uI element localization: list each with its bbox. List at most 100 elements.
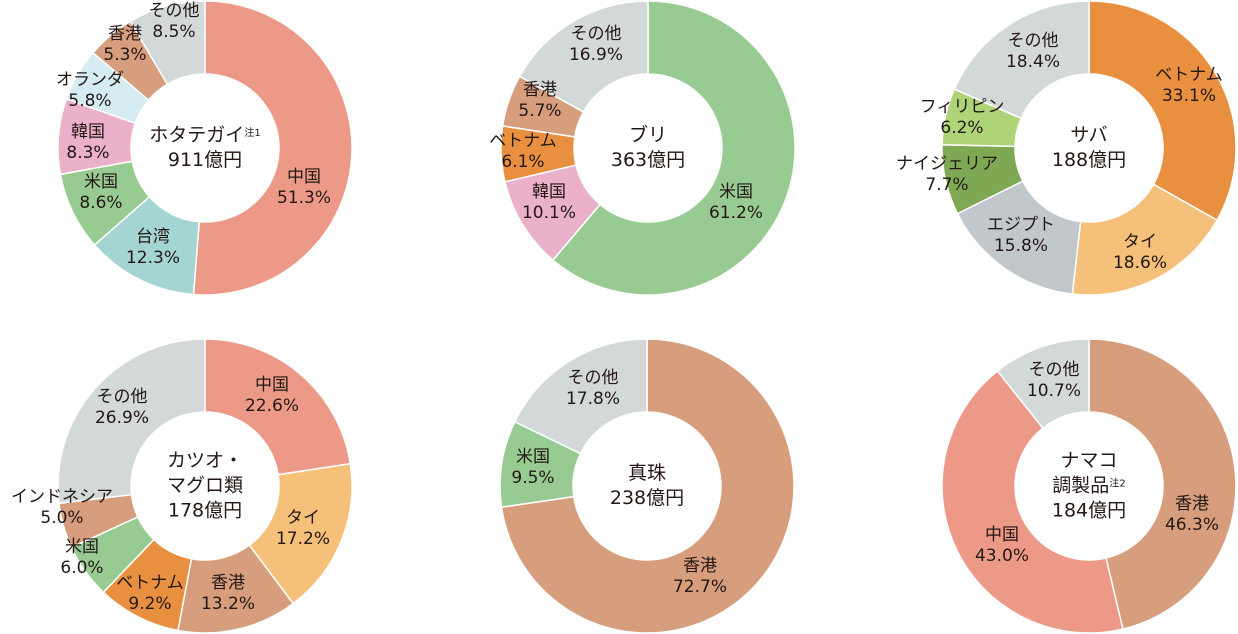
slice-label: ベトナム 33.1%	[1155, 65, 1223, 107]
slice-label-percent: 6.1%	[501, 152, 545, 172]
slice-label: その他 10.7%	[1027, 360, 1081, 402]
slice-label-percent: 61.2%	[708, 203, 764, 223]
donut-center-label: ホタテガイ注1 911億円	[149, 123, 260, 173]
donut-total: 363億円	[610, 149, 686, 171]
donut-chart-3	[941, 0, 1237, 296]
slice-label-percent: 18.4%	[1005, 52, 1061, 72]
slice-label-name: その他	[567, 368, 619, 388]
slice-label: 米国 6.0%	[60, 537, 103, 579]
slice-label: 香港 46.3%	[1165, 494, 1219, 536]
slice-label-percent: 6.0%	[60, 558, 104, 578]
slice-label: 香港 5.7%	[518, 80, 561, 122]
slice-label-percent: 8.6%	[79, 193, 123, 213]
donut-slice	[551, 0, 796, 296]
slice-label: その他 16.9%	[569, 24, 623, 66]
donut-total: 184億円	[1051, 499, 1127, 522]
donut-center-label: ブリ 363億円	[611, 123, 685, 173]
slice-label-percent: 9.2%	[128, 594, 172, 614]
slice-label: 米国 61.2%	[709, 182, 763, 224]
slice-label-name: 香港	[522, 80, 557, 100]
slice-label: 韓国 8.3%	[66, 122, 109, 164]
slice-label-name: インドネシア	[11, 487, 113, 507]
slice-label: タイ 18.6%	[1113, 232, 1167, 274]
slice-label: 韓国 10.1%	[522, 182, 576, 224]
slice-label-name: タイ	[285, 508, 320, 528]
slice-label-name: ベトナム	[1155, 65, 1223, 85]
slice-label-percent: 8.5%	[152, 22, 196, 42]
slice-label: その他 8.5%	[149, 1, 200, 43]
donut-slice	[1071, 183, 1219, 296]
slice-label-percent: 46.3%	[1164, 515, 1220, 535]
slice-label-name: エジプト	[987, 215, 1055, 235]
slice-label-name: その他	[148, 1, 200, 21]
donut-title: ブリ	[628, 124, 668, 146]
slice-label-name: 香港	[682, 556, 717, 576]
slice-label-percent: 8.3%	[66, 143, 110, 163]
donut-slice	[1088, 0, 1237, 222]
slice-label-percent: 9.5%	[511, 468, 555, 488]
donut-slice	[129, 0, 206, 86]
slice-label-name: 韓国	[531, 182, 566, 202]
donut-title: カツオ・	[166, 449, 244, 472]
slice-label-name: ベトナム	[489, 131, 557, 151]
slice-label: 中国 51.3%	[277, 167, 331, 209]
slice-label: エジプト 15.8%	[987, 215, 1055, 257]
donut-slice	[518, 0, 649, 113]
donut-slice	[513, 338, 648, 455]
slice-label-percent: 7.7%	[925, 175, 969, 195]
slice-label: 香港 13.2%	[201, 573, 255, 615]
donut-title: 調製品注2	[1052, 474, 1126, 497]
donut-total: 238億円	[609, 487, 685, 509]
slice-label-percent: 17.2%	[275, 529, 331, 549]
donut-title: 真珠	[627, 462, 667, 484]
slice-label-name: その他	[96, 387, 148, 407]
slice-label: その他 17.8%	[566, 368, 620, 410]
slice-label-percent: 51.3%	[276, 188, 332, 208]
slice-label: ベトナム 6.1%	[489, 131, 557, 173]
slice-label-name: フィリピン	[919, 97, 1005, 117]
slice-label-name: その他	[1028, 360, 1080, 380]
slice-label-name: 香港	[210, 573, 245, 593]
slice-label: ナイジェリア 7.7%	[896, 154, 998, 196]
donut-slice	[192, 0, 353, 296]
slice-label-percent: 13.2%	[200, 594, 256, 614]
slice-label-percent: 22.6%	[244, 396, 300, 416]
donut-total: 188億円	[1051, 149, 1127, 171]
slice-label: 香港 5.3%	[103, 24, 146, 66]
slice-label: 中国 43.0%	[975, 525, 1029, 567]
donut-title: ホタテガイ注1	[149, 124, 261, 146]
donut-slice	[953, 0, 1090, 120]
slice-label-name: オランダ	[56, 70, 124, 90]
slice-label-name: 米国	[83, 172, 118, 192]
slice-label-name: 米国	[718, 182, 753, 202]
slice-label: 台湾 12.3%	[126, 227, 180, 269]
slice-label-percent: 10.1%	[521, 203, 577, 223]
slice-label-percent: 5.8%	[68, 91, 112, 111]
slice-label-percent: 16.9%	[568, 45, 624, 65]
slice-label-name: 韓国	[70, 122, 105, 142]
donut-total: 178億円	[167, 499, 243, 522]
slice-label-percent: 33.1%	[1161, 86, 1216, 106]
slice-label-percent: 26.9%	[94, 408, 150, 428]
slice-label: フィリピン 6.2%	[920, 97, 1005, 139]
donut-slice	[996, 338, 1090, 430]
donut-center-label: ナマコ 調製品注2 184億円	[1052, 449, 1126, 524]
donut-chart-6	[941, 338, 1237, 634]
slice-label-name: 台湾	[135, 227, 170, 247]
footnote-marker: 注2	[1109, 478, 1126, 490]
slice-label: 米国 8.6%	[79, 172, 122, 214]
slice-label-percent: 43.0%	[974, 546, 1030, 566]
slice-label: 香港 72.7%	[673, 556, 727, 598]
donut-slice	[57, 338, 206, 505]
donut-total: 911億円	[167, 149, 243, 171]
slice-label-name: その他	[1007, 31, 1059, 51]
slice-label-name: タイ	[1122, 232, 1157, 252]
slice-label-percent: 12.3%	[125, 248, 181, 268]
donut-slice	[1088, 338, 1237, 630]
slice-label-name: 米国	[64, 537, 99, 557]
donut-center-label: カツオ・ マグロ類 178億円	[167, 449, 243, 524]
donut-chart-4	[57, 338, 353, 634]
donut-center-label: 真珠 238億円	[610, 461, 684, 511]
slice-label: 米国 9.5%	[511, 447, 554, 489]
slice-label: その他 26.9%	[95, 387, 149, 429]
